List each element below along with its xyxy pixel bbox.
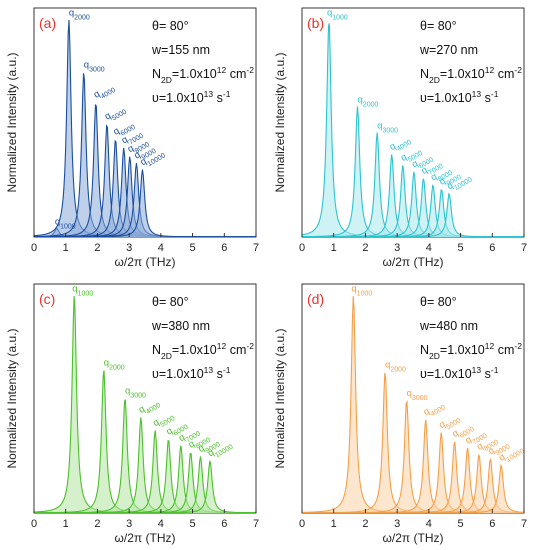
x-axis-title: ω/2π (THz) — [383, 255, 444, 269]
annotation-1: w=270 nm — [419, 43, 478, 57]
x-tick-label: 4 — [158, 518, 164, 530]
x-tick-label: 0 — [31, 242, 37, 254]
x-tick-label: 7 — [253, 242, 259, 254]
panel-letter: (c) — [39, 291, 55, 307]
series-group — [302, 296, 524, 513]
x-tick-label: 1 — [331, 242, 337, 254]
x-tick-label: 3 — [394, 518, 400, 530]
peak-label-q3000: q3000 — [84, 60, 105, 74]
series-fill-q2000 — [302, 106, 524, 237]
annotation-1: w=480 nm — [419, 319, 478, 333]
annotation-0: θ= 80° — [152, 295, 189, 309]
series-group — [34, 296, 256, 513]
series-group — [302, 23, 524, 237]
annotation-2: N2D=1.0x1012 cm-2 — [420, 65, 522, 85]
annotation-3: υ=1.0x1013 s-1 — [420, 365, 499, 381]
series-group — [34, 19, 256, 237]
x-tick-label: 7 — [521, 518, 527, 530]
chart-panel-d: q1000q2000q3000q4000q5000q6000q7000q8000… — [273, 283, 527, 545]
x-tick-label: 5 — [458, 242, 464, 254]
peak-label-q2000: q2000 — [104, 357, 125, 371]
peak-label-q5000: q5000 — [103, 102, 128, 124]
series-line-q10000 — [34, 169, 256, 237]
annotation-2: N2D=1.0x1012 cm-2 — [420, 341, 522, 361]
annotation-0: θ= 80° — [420, 19, 457, 33]
annotation-2: N2D=1.0x1012 cm-2 — [152, 341, 254, 361]
annotation-0: θ= 80° — [152, 19, 189, 33]
x-axis-title: ω/2π (THz) — [383, 531, 444, 545]
x-axis-title: ω/2π (THz) — [115, 255, 176, 269]
x-tick-label: 6 — [489, 242, 495, 254]
x-tick-label: 2 — [94, 242, 100, 254]
x-axis-title: ω/2π (THz) — [115, 531, 176, 545]
x-tick-label: 6 — [221, 242, 227, 254]
series-line-q10000 — [34, 460, 256, 513]
x-tick-label: 2 — [362, 518, 368, 530]
peak-label-q4000: q4000 — [388, 133, 413, 155]
series-fill-q4000 — [34, 417, 256, 513]
x-tick-label: 3 — [126, 242, 132, 254]
x-tick-label: 0 — [31, 518, 37, 530]
x-tick-label: 5 — [190, 242, 196, 254]
panel-letter: (a) — [39, 15, 56, 31]
x-tick-label: 4 — [158, 242, 164, 254]
x-tick-label: 1 — [63, 518, 69, 530]
series-fill-q9000 — [34, 456, 256, 513]
x-tick-label: 0 — [299, 242, 305, 254]
x-tick-label: 3 — [394, 242, 400, 254]
annotation-1: w=380 nm — [151, 319, 210, 333]
x-tick-label: 2 — [94, 518, 100, 530]
y-axis-title: Normalized Intensity (a.u.) — [5, 328, 19, 468]
annotation-3: υ=1.0x1013 s-1 — [152, 365, 231, 381]
y-axis-title: Normalized Intensity (a.u.) — [273, 328, 287, 468]
x-tick-label: 6 — [221, 518, 227, 530]
annotation-3: υ=1.0x1013 s-1 — [420, 89, 499, 105]
series-fill-q8000 — [302, 454, 524, 513]
x-tick-label: 7 — [521, 242, 527, 254]
peak-label-q1000: q1000 — [55, 216, 76, 230]
annotation-3: υ=1.0x1013 s-1 — [152, 89, 231, 105]
peak-label-q4000: q4000 — [92, 81, 117, 103]
x-tick-label: 4 — [426, 242, 432, 254]
annotation-0: θ= 80° — [420, 295, 457, 309]
x-tick-label: 1 — [331, 518, 337, 530]
chart-panel-c: q1000q2000q3000q4000q5000q6000q7000q8000… — [5, 283, 259, 545]
x-tick-label: 6 — [489, 518, 495, 530]
series-fill-q10000 — [34, 460, 256, 513]
peak-label-q1000: q1000 — [351, 283, 372, 297]
x-tick-label: 4 — [426, 518, 432, 530]
series-line-q10000 — [302, 192, 524, 237]
chart-panel-a: q1000q2000q3000q4000q5000q6000q7000q8000… — [5, 7, 259, 269]
x-tick-label: 1 — [63, 242, 69, 254]
x-tick-label: 7 — [253, 518, 259, 530]
chart-panel-b: q1000q2000q3000q4000q5000q6000q7000q8000… — [273, 7, 527, 269]
peak-label-q3000: q3000 — [125, 386, 146, 400]
peak-label-q3000: q3000 — [377, 121, 398, 135]
series-fill-q1000 — [302, 23, 524, 237]
panel-letter: (b) — [307, 15, 324, 31]
y-axis-title: Normalized Intensity (a.u.) — [273, 52, 287, 192]
peak-label-q2000: q2000 — [69, 7, 90, 21]
x-tick-label: 0 — [299, 518, 305, 530]
x-tick-label: 5 — [190, 518, 196, 530]
peak-label-q2000: q2000 — [385, 360, 406, 374]
series-line-q10000 — [302, 463, 524, 513]
peak-label-q1000: q1000 — [327, 7, 348, 21]
x-tick-label: 3 — [126, 518, 132, 530]
panel-letter: (d) — [307, 291, 324, 307]
x-tick-label: 5 — [458, 518, 464, 530]
x-tick-label: 2 — [362, 242, 368, 254]
annotation-1: w=155 nm — [151, 43, 210, 57]
annotation-2: N2D=1.0x1012 cm-2 — [152, 65, 254, 85]
y-axis-title: Normalized Intensity (a.u.) — [5, 52, 19, 192]
peak-label-q3000: q3000 — [407, 388, 428, 402]
peak-label-q1000: q1000 — [72, 283, 93, 297]
peak-label-q2000: q2000 — [358, 94, 379, 108]
series-fill-q1000 — [302, 296, 524, 513]
series-fill-q6000 — [302, 171, 524, 237]
series-fill-q7000 — [302, 447, 524, 513]
